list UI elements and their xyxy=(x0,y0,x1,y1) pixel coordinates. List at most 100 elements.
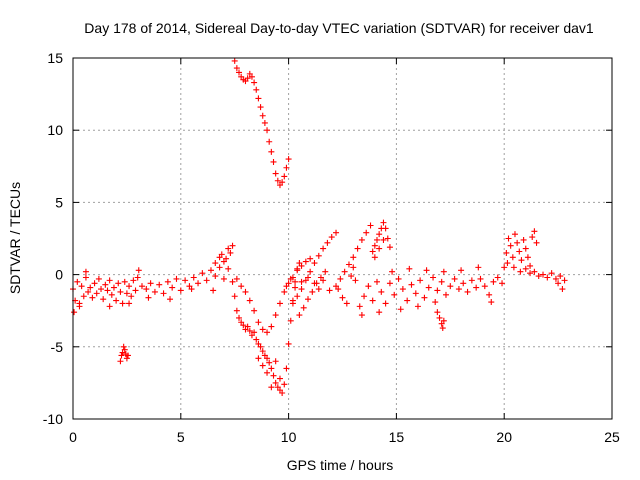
data-point xyxy=(289,300,296,307)
data-point xyxy=(440,268,447,275)
data-point xyxy=(373,278,380,285)
y-tick-label: 0 xyxy=(55,267,63,283)
data-point xyxy=(520,236,527,243)
data-point xyxy=(369,248,376,255)
data-point xyxy=(406,265,413,272)
data-point xyxy=(117,358,124,365)
data-point xyxy=(296,312,303,319)
data-point xyxy=(259,112,266,119)
data-point xyxy=(203,277,210,284)
data-point xyxy=(548,270,555,277)
data-point xyxy=(272,170,279,177)
data-point xyxy=(85,288,92,295)
data-point xyxy=(264,369,271,376)
data-point xyxy=(91,280,98,287)
data-point xyxy=(503,249,510,256)
series-rise-7-8h xyxy=(212,242,236,267)
data-point xyxy=(130,277,137,284)
data-point xyxy=(350,254,357,261)
data-point xyxy=(100,296,107,303)
chart-title: Day 178 of 2014, Sidereal Day-to-day VTE… xyxy=(84,20,594,36)
data-point xyxy=(287,275,294,282)
x-tick-label: 20 xyxy=(496,429,512,445)
x-tick-label: 10 xyxy=(281,429,297,445)
data-point xyxy=(486,291,493,298)
data-point xyxy=(430,274,437,281)
data-point xyxy=(87,284,94,291)
data-point xyxy=(337,275,344,282)
data-point xyxy=(231,57,238,64)
data-point xyxy=(507,242,514,249)
data-point xyxy=(527,262,534,269)
data-point xyxy=(281,288,288,295)
data-point xyxy=(442,291,449,298)
data-point xyxy=(218,251,225,258)
data-point xyxy=(120,343,127,350)
data-point xyxy=(509,254,516,261)
data-point xyxy=(283,283,290,290)
data-point xyxy=(126,300,133,307)
data-point xyxy=(535,273,542,280)
data-point xyxy=(272,379,279,386)
data-point xyxy=(145,294,152,301)
data-point xyxy=(514,239,521,246)
data-point xyxy=(298,278,305,285)
series-dip-17h xyxy=(434,309,447,332)
data-point xyxy=(279,390,286,397)
data-point xyxy=(322,268,329,275)
data-point xyxy=(147,280,154,287)
data-point xyxy=(113,297,120,304)
data-point xyxy=(439,325,446,332)
data-point xyxy=(333,229,340,236)
data-point xyxy=(386,280,393,287)
data-point xyxy=(117,288,124,295)
data-point xyxy=(371,242,378,249)
series-lower-dip xyxy=(229,260,303,397)
data-point xyxy=(76,300,83,307)
data-point xyxy=(307,255,314,262)
data-point xyxy=(270,372,277,379)
data-point xyxy=(311,280,318,287)
data-point xyxy=(311,260,318,267)
data-point xyxy=(369,297,376,304)
data-point xyxy=(455,286,462,293)
data-point xyxy=(74,278,81,285)
data-point xyxy=(540,271,547,278)
data-point xyxy=(233,275,240,282)
data-points xyxy=(70,57,568,397)
data-point xyxy=(473,284,480,291)
data-point xyxy=(82,274,89,281)
data-point xyxy=(376,231,383,238)
data-point xyxy=(121,278,128,285)
data-point xyxy=(121,346,128,353)
y-tick-label: -10 xyxy=(43,411,63,427)
grid-lines xyxy=(73,58,612,419)
data-point xyxy=(283,365,290,372)
axis-ticks: 0 5 10 15 20 25 -10 -5 0 5 10 15 xyxy=(43,50,620,445)
data-point xyxy=(223,255,230,262)
data-point xyxy=(190,274,197,281)
data-point xyxy=(518,257,525,264)
data-point xyxy=(251,307,258,314)
data-point xyxy=(177,287,184,294)
data-point xyxy=(173,275,180,282)
data-point xyxy=(341,268,348,275)
data-point xyxy=(552,275,559,282)
data-point xyxy=(244,323,251,330)
data-point xyxy=(212,260,219,267)
data-point xyxy=(356,303,363,310)
data-point xyxy=(89,294,96,301)
data-point xyxy=(274,177,281,184)
series-baseline-21-23h xyxy=(522,265,568,293)
data-point xyxy=(78,283,85,290)
data-point xyxy=(367,222,374,229)
data-point xyxy=(266,138,273,145)
data-point xyxy=(106,303,113,310)
data-point xyxy=(143,286,150,293)
data-point xyxy=(225,245,232,252)
data-point xyxy=(71,309,78,316)
data-point xyxy=(499,280,506,287)
data-point xyxy=(210,287,217,294)
data-point xyxy=(468,277,475,284)
